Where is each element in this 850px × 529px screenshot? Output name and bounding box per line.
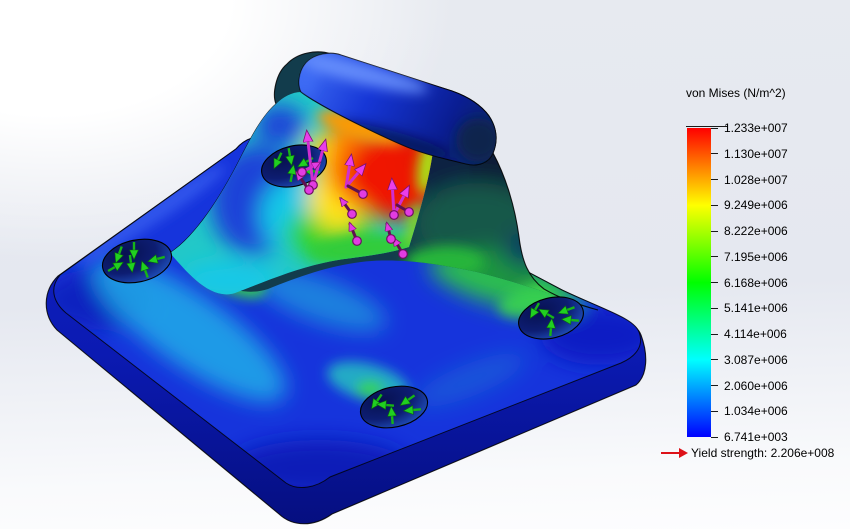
hole-bottom xyxy=(359,385,429,429)
legend-value: 8.222e+006 xyxy=(724,224,788,238)
legend-tick-row: 3.087e+006 xyxy=(711,352,788,368)
legend-scale: 1.233e+007 1.130e+007 1.028e+007 9.249e+… xyxy=(711,120,788,445)
legend-value: 3.087e+006 xyxy=(724,352,788,367)
tick-mark xyxy=(711,385,718,386)
legend-value: 5.141e+006 xyxy=(724,301,788,316)
tick-mark xyxy=(711,204,718,206)
tick-mark xyxy=(711,153,718,155)
tick-mark xyxy=(711,282,718,283)
legend-value: 1.028e+007 xyxy=(724,172,788,187)
legend-tick-row: 1.034e+006 xyxy=(711,403,788,419)
legend-max-tick xyxy=(686,126,728,127)
tick-mark xyxy=(711,410,718,412)
legend-value: 7.195e+006 xyxy=(724,249,788,264)
yield-strength-row: Yield strength: 2.206e+008 xyxy=(660,446,850,460)
legend-value: 1.034e+006 xyxy=(724,404,788,419)
legend-tick-row: 8.222e+006 xyxy=(711,223,788,239)
legend-tick-row: 6.168e+006 xyxy=(711,275,788,291)
yield-arrow-icon xyxy=(661,448,688,458)
legend-title: von Mises (N/m^2) xyxy=(686,86,786,100)
legend-value: 4.114e+006 xyxy=(724,327,787,341)
tick-mark xyxy=(711,230,718,232)
legend-value: 6.741e+003 xyxy=(724,430,788,444)
legend-tick-row: 9.249e+006 xyxy=(711,197,788,213)
legend-value: 6.168e+006 xyxy=(724,275,788,290)
tick-mark xyxy=(711,256,718,258)
legend-value: 1.233e+007 xyxy=(724,121,788,135)
hole-right xyxy=(518,296,584,340)
legend-tick-row: 1.028e+007 xyxy=(711,172,788,188)
legend-color-bar xyxy=(687,128,711,437)
tick-mark xyxy=(711,436,718,438)
legend-tick-row: 6.741e+003 xyxy=(711,429,788,445)
legend-value: 2.060e+006 xyxy=(724,378,788,393)
top-tab xyxy=(298,52,497,166)
legend-tick-row: 5.141e+006 xyxy=(711,300,788,316)
tick-mark xyxy=(711,179,718,180)
legend-tick-row: 7.195e+006 xyxy=(711,249,788,265)
legend-tick-row: 1.233e+007 xyxy=(711,120,788,136)
legend-value: 1.130e+007 xyxy=(724,146,788,161)
tick-mark xyxy=(711,333,718,335)
tick-mark xyxy=(711,307,718,309)
force-arrows xyxy=(297,133,414,259)
legend-tick-row: 2.060e+006 xyxy=(711,378,788,394)
stress-legend: von Mises (N/m^2) 1.233e+007 1.130e+007 … xyxy=(660,86,850,460)
tick-mark xyxy=(711,127,718,129)
tick-mark xyxy=(711,359,718,361)
legend-value: 9.249e+006 xyxy=(724,198,788,213)
yield-strength-label: Yield strength: 2.206e+008 xyxy=(691,446,835,460)
legend-tick-row: 1.130e+007 xyxy=(711,146,788,162)
legend-tick-row: 4.114e+006 xyxy=(711,326,788,342)
